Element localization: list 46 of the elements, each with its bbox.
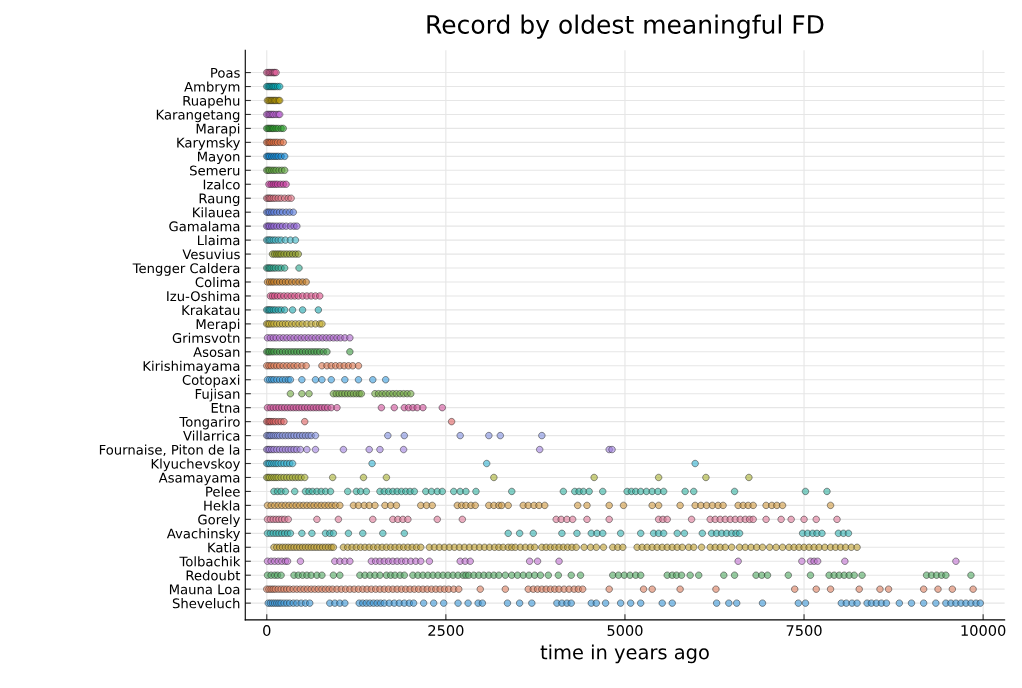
y-tick-label: Llaima [198,235,240,246]
y-tick-label: Colima [195,276,240,288]
y-tick-label: Marapi [196,123,240,137]
y-tick-label: Mauna Loa [169,584,240,595]
x-axis-title: time in years ago [540,644,709,664]
y-tick-label: Hekla [204,500,240,511]
y-tick-label: Semeru [190,165,240,176]
x-tick-label: 7500 [786,625,822,637]
y-tick-label: Fujisan [195,388,240,402]
y-tick-label: Tongariro [179,416,240,430]
y-tick-label: Merapi [196,318,240,332]
y-tick-label: Tolbachik [179,556,241,567]
y-tick-label: Vesuvius [182,249,240,260]
y-tick-label: Raung [199,193,240,206]
y-tick-label: Karymsky [177,137,241,151]
y-tick-label: Asamayama [158,472,240,486]
y-tick-label: Cotopaxi [182,374,240,388]
chart-title: Record by oldest meaningful FD [427,14,824,39]
y-tick-label: Izalco [203,179,240,190]
y-tick-label: Krakatau [182,304,240,316]
y-tick-label: Klyuchevskoy [151,458,241,472]
y-tick-label: Fournaise, Piton de la [99,444,240,457]
y-tick-label: Gorely [198,514,241,528]
y-tick-label: Poas [211,67,240,78]
x-tick-label: 10000 [961,625,1006,637]
y-tick-label: Kilauea [193,207,240,218]
y-tick-label: Avachinsky [166,528,241,542]
y-tick-label: Villarrica [183,430,240,441]
y-tick-label: Pelee [206,486,240,497]
y-tick-label: Kirishimayama [143,360,240,374]
y-tick-label: Grimsvotn [172,332,240,344]
x-tick-label: 2500 [428,625,464,637]
y-tick-label: Redoubt [186,570,241,581]
y-tick-label: Izu-Oshima [167,290,240,302]
y-tick-label: Karangetang [156,109,240,123]
y-tick-label: Etna [211,403,240,413]
y-tick-label: Gamalama [169,221,240,232]
y-tick-label: Mayon [198,151,240,165]
y-tick-label: Sheveluch [172,598,240,609]
y-tick-label: Ambrym [184,81,240,95]
y-tick-label: Ruapehu [183,95,240,109]
x-tick-label: 5000 [607,625,643,637]
y-tick-label: Katla [208,542,240,553]
y-tick-label: Tengger Caldera [132,263,240,276]
y-tick-label: Asosan [193,347,240,358]
x-tick-label: 0 [263,625,271,637]
